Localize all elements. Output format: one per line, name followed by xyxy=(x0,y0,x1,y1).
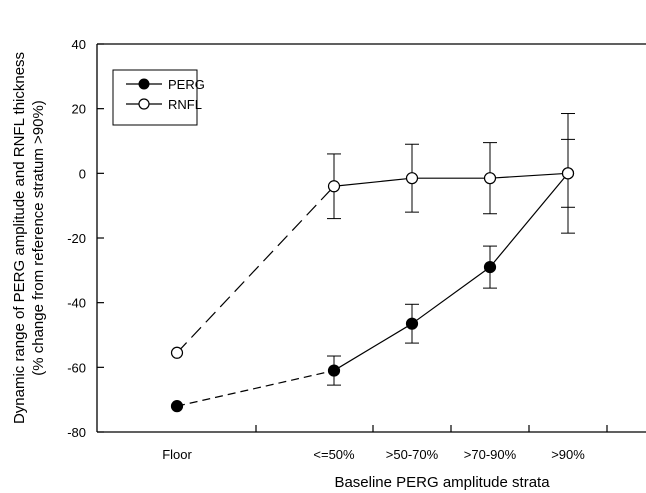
x-axis-title: Baseline PERG amplitude strata xyxy=(334,474,550,491)
y-tick-label: -60 xyxy=(67,360,86,375)
data-point-perg xyxy=(405,317,419,330)
data-point-rnfl xyxy=(561,167,575,180)
data-point-rnfl xyxy=(327,180,341,193)
y-axis-title-line2: (% change from reference stratum >90%) xyxy=(30,100,47,376)
series-line-segment xyxy=(489,172,569,268)
series-line-segment xyxy=(333,177,413,187)
y-axis-ticks: -80 -60 -40 -20 0 20 40 xyxy=(67,37,104,440)
data-point-perg xyxy=(170,400,184,413)
legend-perg-label: PERG xyxy=(168,77,205,92)
y-axis-title-line1: Dynamic range of PERG amplitude and RNFL… xyxy=(11,52,28,424)
series-line-segment xyxy=(176,369,335,407)
y-tick-label: -20 xyxy=(67,231,86,246)
y-tick-label: -40 xyxy=(67,296,86,311)
legend-rnfl-marker xyxy=(138,98,150,110)
series-rnfl xyxy=(170,113,575,359)
data-point-rnfl xyxy=(170,346,184,359)
series-layer xyxy=(170,113,575,413)
series-line-segment xyxy=(489,172,569,179)
legend: PERG RNFL xyxy=(112,69,205,126)
x-tick-label: Floor xyxy=(162,447,192,462)
data-point-rnfl xyxy=(483,172,497,185)
x-tick-label: >70-90% xyxy=(464,447,517,462)
series-line-segment xyxy=(411,266,491,325)
x-tick-label: <=50% xyxy=(313,447,355,462)
data-point-perg xyxy=(327,364,341,377)
series-line-segment xyxy=(333,323,413,372)
legend-perg-marker xyxy=(138,78,150,90)
x-tick-label: >90% xyxy=(551,447,585,462)
series-line-segment xyxy=(176,185,335,354)
y-tick-label: 0 xyxy=(79,166,86,181)
data-point-rnfl xyxy=(405,172,419,185)
series-perg xyxy=(170,138,575,413)
x-axis-ticks: Floor <=50% >50-70% >70-90% >90% xyxy=(162,425,608,462)
y-tick-label: 40 xyxy=(72,37,86,52)
data-point-perg xyxy=(483,261,497,274)
y-tick-label: 20 xyxy=(72,102,86,117)
legend-box xyxy=(112,69,198,126)
y-tick-label: -80 xyxy=(67,425,86,440)
x-tick-label: >50-70% xyxy=(386,447,439,462)
legend-rnfl-label: RNFL xyxy=(168,97,202,112)
